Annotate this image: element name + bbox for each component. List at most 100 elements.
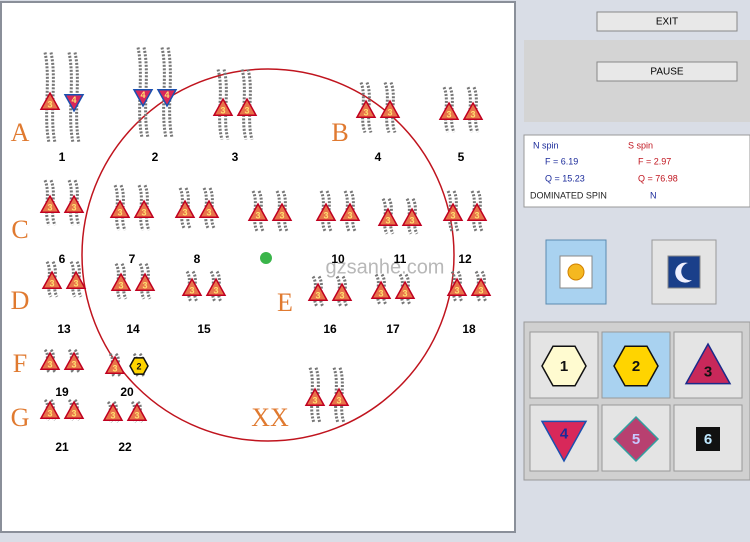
marker-shape	[540, 420, 588, 463]
shape-button[interactable]: 1	[529, 331, 599, 399]
chromosome-number: 19	[55, 385, 69, 399]
chromosome-number: 6	[59, 252, 66, 266]
marker-shape	[307, 282, 329, 301]
marker-label: 3	[118, 281, 123, 291]
marker-label: 3	[454, 286, 459, 296]
chromosome-number: 12	[458, 252, 472, 266]
chromosome-number: 10	[331, 252, 345, 266]
marker-label: 6	[704, 431, 712, 448]
chromatid	[73, 52, 81, 143]
shape-button[interactable]: 3	[673, 331, 743, 399]
marker-label: 3	[142, 281, 147, 291]
chromosome-number: 2	[152, 150, 159, 164]
chromatid	[67, 52, 75, 143]
marker-shape	[198, 199, 220, 218]
marker-shape	[102, 402, 124, 421]
shape-button[interactable]: 5	[601, 404, 671, 472]
shape-button[interactable]: 2	[601, 331, 671, 399]
marker-shape	[39, 91, 61, 110]
chromosome-number: 13	[57, 322, 71, 336]
marker-label: 3	[47, 360, 52, 370]
group-letter: XX	[251, 403, 289, 432]
marker-label: 4	[164, 90, 169, 100]
marker-label: 3	[446, 110, 451, 120]
watermark-logo	[260, 252, 272, 264]
marker-label: 3	[378, 289, 383, 299]
marker-shape	[104, 355, 126, 374]
marker-label: 5	[632, 431, 640, 448]
marker-shape	[63, 351, 85, 370]
marker-label: 3	[110, 411, 115, 421]
marker-shape	[41, 270, 63, 289]
marker-label: 3	[409, 216, 414, 226]
marker-shape	[394, 280, 416, 299]
marker-label: 3	[141, 208, 146, 218]
group-letter: F	[13, 349, 27, 378]
chromosome-number: 4	[375, 150, 382, 164]
spin-text: DOMINATED SPIN	[530, 190, 607, 200]
chromosome-number: 22	[118, 440, 132, 454]
marker-label: 3	[323, 211, 328, 221]
marker-label: 3	[339, 291, 344, 301]
button[interactable]: PAUSE	[596, 61, 738, 82]
spin-text: Q = 76.98	[638, 173, 678, 183]
group-letter: G	[11, 403, 30, 432]
marker-label: 2	[632, 358, 640, 375]
marker-label: 3	[312, 396, 317, 406]
marker-label: 3	[112, 364, 117, 374]
chromosome-number: 15	[197, 322, 211, 336]
marker-shape	[39, 400, 61, 419]
moon-button[interactable]	[651, 239, 717, 305]
marker-shape	[612, 415, 660, 463]
marker-label: 3	[49, 279, 54, 289]
chromatid	[338, 367, 346, 424]
marker-label: 3	[363, 108, 368, 118]
group-letter: A	[11, 118, 30, 147]
marker-shape	[181, 277, 203, 296]
marker-shape	[39, 194, 61, 213]
spin-text: N spin	[533, 140, 559, 150]
marker-shape	[315, 202, 337, 221]
marker-shape	[304, 387, 326, 406]
karyotype-panel	[0, 1, 516, 533]
marker-shape	[696, 427, 720, 451]
marker-shape	[541, 345, 587, 387]
button[interactable]: EXIT	[596, 11, 738, 32]
marker-shape	[446, 277, 468, 296]
marker-shape	[174, 199, 196, 218]
shape-button[interactable]: 6	[673, 404, 743, 472]
spin-text: Q = 15.23	[545, 173, 585, 183]
marker-label: 3	[402, 289, 407, 299]
marker-shape	[39, 351, 61, 370]
marker-label: 3	[387, 108, 392, 118]
marker-shape	[133, 199, 155, 218]
marker-shape	[110, 272, 132, 291]
sun-button[interactable]	[545, 239, 607, 305]
marker-shape	[126, 402, 148, 421]
marker-label: 3	[315, 291, 320, 301]
shape-button[interactable]: 4	[529, 404, 599, 472]
spin-text: F = 2.97	[638, 156, 671, 166]
chromatid	[160, 47, 168, 138]
marker-label: 3	[474, 211, 479, 221]
group-letter: D	[11, 286, 30, 315]
marker-label: 3	[470, 110, 475, 120]
button-label: EXIT	[656, 17, 678, 28]
marker-shape	[129, 357, 149, 375]
chromatid	[49, 52, 57, 143]
marker-label: 4	[560, 425, 569, 442]
chromosome-number: 20	[120, 385, 134, 399]
marker-shape	[271, 202, 293, 221]
marker-shape	[470, 277, 492, 296]
chromosome-number: 18	[462, 322, 476, 336]
